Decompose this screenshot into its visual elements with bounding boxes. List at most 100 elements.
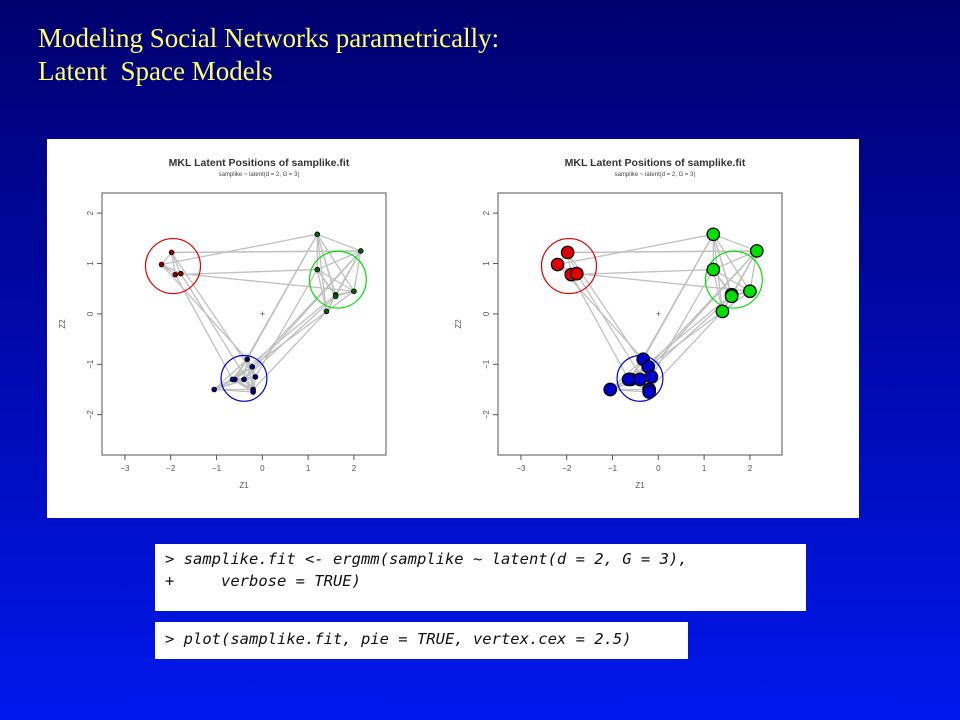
x-tick-label: 1 (306, 464, 311, 473)
center-marker: + (260, 309, 265, 319)
x-tick-label: −1 (212, 464, 222, 473)
network-edge (648, 310, 723, 390)
network-edge (246, 359, 254, 393)
code-block-plot: > plot(samplike.fit, pie = TRUE, vertex.… (155, 622, 688, 659)
x-tick-label: −2 (166, 464, 176, 473)
vertex-green (706, 227, 721, 242)
x-tick-label: 1 (702, 464, 707, 473)
slide-title: Modeling Social Networks parametrically:… (38, 22, 499, 88)
code-line-3: > plot(samplike.fit, pie = TRUE, vertex.… (165, 630, 632, 648)
network-edge (174, 274, 234, 380)
vertex-green (358, 248, 364, 254)
vertex-red (177, 270, 184, 277)
y-tick-label: 2 (86, 210, 95, 215)
network-edge (171, 252, 182, 274)
network-edge (232, 294, 337, 380)
cluster-circle-green (704, 250, 763, 309)
x-tick-label: −3 (516, 464, 526, 473)
plot-2: MKL Latent Positions of samplike.fit samp… (454, 157, 783, 490)
vertex-green (314, 231, 321, 238)
slide-title-line-1: Modeling Social Networks parametrically: (38, 23, 500, 53)
code-block-fit: > samplike.fit <- ergmm(samplike ~ laten… (155, 544, 806, 611)
vertex-green (749, 244, 764, 258)
network-edge (170, 252, 176, 275)
network-edge (713, 233, 758, 252)
network-edge (171, 252, 256, 378)
plot-title: MKL Latent Positions of samplike.fit (565, 157, 746, 169)
x-tick-label: −3 (120, 464, 130, 473)
latent-position-plots: MKL Latent Positions of samplike.fit samp… (58, 157, 783, 490)
network-edge (316, 269, 337, 297)
vertex-blue (603, 382, 618, 397)
network-edge (161, 233, 318, 266)
network-edge (316, 233, 355, 292)
vertex-green (323, 308, 330, 315)
vertex-red (569, 266, 584, 281)
vertex-green (743, 284, 757, 299)
cluster-circle-blue (220, 354, 268, 402)
vertex-red (168, 249, 175, 256)
vertex-blue (633, 372, 647, 387)
network-edge (171, 250, 361, 254)
x-tick-label: 0 (260, 464, 265, 473)
y-tick-label: −2 (86, 410, 95, 420)
plot-title: MKL Latent Positions of samplike.fit (169, 157, 350, 169)
slide-title-line-2: Latent Space Models (38, 56, 273, 86)
vertex-green (724, 289, 739, 304)
network-edge (234, 233, 318, 380)
y-tick-label: 0 (86, 311, 95, 316)
network-edge (243, 250, 362, 380)
y-tick-label: −1 (86, 359, 95, 369)
cluster-circle-red (144, 237, 202, 295)
vertex-blue (644, 370, 659, 384)
vertex-blue (211, 386, 218, 393)
network-edge (234, 290, 355, 380)
network-edge (713, 250, 758, 271)
code-line-2: + verbose = TRUE) (165, 572, 361, 590)
vertex-green (706, 262, 721, 277)
x-tick-label: 2 (748, 464, 753, 473)
plot-subtitle: samplike ~ latent(d = 2, G = 3) (219, 172, 300, 178)
y-tick-label: 1 (86, 261, 95, 266)
network-edge (213, 358, 248, 390)
vertex-blue (252, 374, 259, 380)
x-tick-label: −1 (608, 464, 618, 473)
vertex-blue (249, 364, 256, 370)
vertex-blue (250, 389, 256, 395)
network-edge (214, 378, 245, 391)
vertex-blue (621, 372, 636, 387)
network-edge (639, 250, 758, 380)
network-edge (180, 273, 254, 390)
plot-subtitle: samplike ~ latent(d = 2, G = 3) (615, 172, 696, 178)
vertex-green (715, 304, 730, 319)
y-axis-label: Z2 (58, 319, 67, 329)
cluster-circle-green (308, 250, 367, 309)
y-tick-label: 1 (482, 261, 491, 266)
network-edge (243, 295, 337, 380)
network-edge (567, 250, 757, 254)
network-edges (161, 233, 362, 393)
x-tick-label: 2 (352, 464, 357, 473)
network-edge (335, 290, 355, 297)
vertex-blue (241, 376, 247, 383)
vertex-green (351, 288, 357, 295)
network-edge (317, 233, 362, 252)
network-edge (325, 295, 337, 312)
cluster-circle-red (540, 237, 598, 295)
network-edge (712, 269, 751, 292)
y-tick-label: −2 (482, 410, 491, 420)
x-axis-label: Z1 (239, 481, 249, 490)
code-line-1: > samplike.fit <- ergmm(samplike ~ laten… (165, 550, 688, 568)
network-edge (317, 250, 362, 271)
plot-1: MKL Latent Positions of samplike.fit samp… (58, 157, 387, 490)
plot-frame (101, 192, 387, 456)
network-edge (557, 233, 714, 266)
figure-panel: MKL Latent Positions of samplike.fit samp… (47, 139, 859, 518)
vertex-red (550, 257, 565, 272)
network-edge (161, 263, 182, 275)
y-tick-label: −1 (482, 359, 491, 369)
y-tick-label: 2 (482, 210, 491, 215)
vertex-green (332, 293, 339, 300)
vertex-blue (244, 356, 251, 363)
network-edge (576, 273, 650, 390)
